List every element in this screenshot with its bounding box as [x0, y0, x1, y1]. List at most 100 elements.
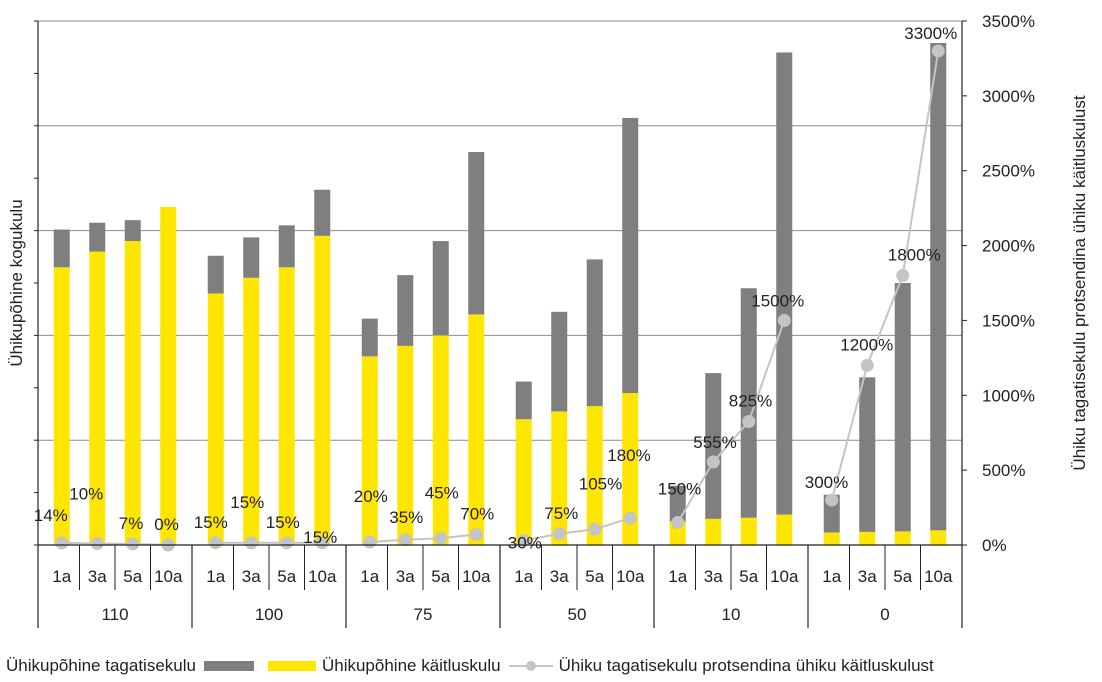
bar-tagatisekulu	[669, 485, 686, 522]
x-tick-label: 5a	[893, 567, 912, 586]
bar-kaitluskulu	[776, 514, 793, 545]
percentage-data-label: 20%	[354, 487, 388, 506]
group-label: 100	[255, 605, 283, 624]
percentage-data-label: 300%	[805, 473, 848, 492]
legend-label-tagatisekulu: Ühikupõhine tagatisekulu	[6, 656, 196, 675]
bar-kaitluskulu	[361, 356, 378, 545]
x-tick-label: 10a	[770, 567, 799, 586]
bar-tagatisekulu	[53, 229, 70, 268]
bar-tagatisekulu	[314, 189, 331, 236]
percentage-data-label: 1500%	[751, 291, 804, 310]
bar-kaitluskulu	[53, 267, 70, 545]
percentage-data-label: 14%	[34, 506, 68, 525]
percentage-data-label: 0%	[154, 515, 179, 534]
bar-tagatisekulu	[432, 241, 449, 336]
percentage-marker	[434, 531, 448, 545]
percentage-marker	[931, 44, 945, 58]
percentage-marker	[363, 535, 377, 549]
percentage-data-label: 180%	[607, 446, 650, 465]
x-tick-label: 10a	[308, 567, 337, 586]
bar-kaitluskulu	[705, 518, 722, 545]
percentage-line-segment	[369, 533, 477, 544]
percentage-data-label: 15%	[266, 513, 300, 532]
percentage-data-label: 15%	[230, 493, 264, 512]
legend-label-protsent: Ühiku tagatisekulu protsendina ühiku käi…	[558, 656, 934, 675]
legend-swatch-gray	[203, 661, 254, 671]
percentage-data-label: 15%	[194, 513, 228, 532]
percentage-marker	[896, 269, 910, 283]
percentage-data-label: 1200%	[840, 335, 893, 354]
x-tick-label: 3a	[704, 567, 723, 586]
group-label: 110	[101, 605, 128, 624]
x-tick-label: 3a	[396, 567, 415, 586]
bar-kaitluskulu	[515, 419, 532, 545]
x-tick-label: 10a	[154, 567, 183, 586]
bar-kaitluskulu	[823, 532, 840, 545]
bar-kaitluskulu	[124, 241, 141, 545]
x-tick-label: 3a	[88, 567, 107, 586]
x-tick-label: 5a	[123, 567, 142, 586]
chart: 0%500%1000%1500%2000%2500%3000%3500%Ühik…	[7, 12, 1089, 628]
bar-tagatisekulu	[705, 373, 722, 519]
labels: 0%500%1000%1500%2000%2500%3000%3500%Ühik…	[7, 12, 1089, 624]
percentage-marker	[671, 516, 685, 530]
bar-kaitluskulu	[160, 207, 177, 545]
x-tick-label: 10a	[924, 567, 953, 586]
percentage-marker	[280, 536, 294, 550]
percentage-line	[55, 44, 945, 552]
percentage-marker	[517, 534, 531, 548]
y2-tick-label: 3500%	[982, 12, 1035, 31]
bar-tagatisekulu	[622, 117, 639, 394]
percentage-marker	[126, 537, 140, 551]
x-tick-label: 5a	[277, 567, 296, 586]
percentage-marker	[398, 533, 412, 547]
percentage-line-segment	[676, 320, 786, 524]
axes	[34, 20, 967, 628]
percentage-marker	[315, 536, 329, 550]
percentage-marker	[623, 511, 637, 525]
y2-tick-label: 0%	[982, 536, 1007, 555]
x-tick-label: 1a	[668, 567, 687, 586]
x-tick-label: 5a	[739, 567, 758, 586]
percentage-marker	[244, 536, 258, 550]
bar-kaitluskulu	[586, 406, 603, 545]
percentage-data-label: 825%	[729, 391, 772, 410]
bar-tagatisekulu	[894, 283, 911, 532]
bar-tagatisekulu	[278, 225, 295, 268]
x-tick-label: 3a	[242, 567, 261, 586]
bar-tagatisekulu	[740, 288, 757, 518]
gridlines	[38, 20, 962, 441]
y2-tick-label: 2000%	[982, 237, 1035, 256]
percentage-marker	[825, 493, 839, 507]
percentage-data-label: 45%	[425, 483, 459, 502]
bar-tagatisekulu	[776, 52, 793, 515]
bar-tagatisekulu	[515, 381, 532, 420]
percentage-data-label: 70%	[460, 505, 494, 524]
bar-tagatisekulu	[930, 43, 947, 531]
y2-tick-label: 2500%	[982, 162, 1035, 181]
bar-kaitluskulu	[468, 314, 485, 545]
y2-tick-label: 3000%	[982, 87, 1035, 106]
percentage-marker	[777, 313, 791, 327]
legend: Ühikupõhine tagatisekulu Ühikupõhine käi…	[6, 656, 934, 676]
percentage-marker	[552, 527, 566, 541]
bar-kaitluskulu	[432, 335, 449, 545]
bar-tagatisekulu	[124, 220, 141, 242]
percentage-marker	[742, 414, 756, 428]
legend-item-tagatisekulu: Ühikupõhine tagatisekulu	[6, 656, 260, 676]
percentage-data-label: 3300%	[904, 24, 957, 43]
percentage-marker	[860, 358, 874, 372]
y-axis-title: Ühikupõhine kogukulu	[7, 199, 26, 366]
percentage-data-label: 35%	[389, 508, 423, 527]
percentage-marker	[706, 455, 720, 469]
percentage-line-segment	[830, 50, 940, 501]
y2-tick-label: 1000%	[982, 386, 1035, 405]
bar-kaitluskulu	[551, 411, 568, 545]
legend-item-protsent: Ühiku tagatisekulu protsendina ühiku käi…	[559, 656, 934, 676]
bar-tagatisekulu	[551, 311, 568, 412]
x-tick-label: 3a	[550, 567, 569, 586]
bar-tagatisekulu	[243, 237, 260, 278]
bar-kaitluskulu	[740, 517, 757, 545]
bar-kaitluskulu	[278, 267, 295, 545]
bar-kaitluskulu	[207, 293, 224, 545]
